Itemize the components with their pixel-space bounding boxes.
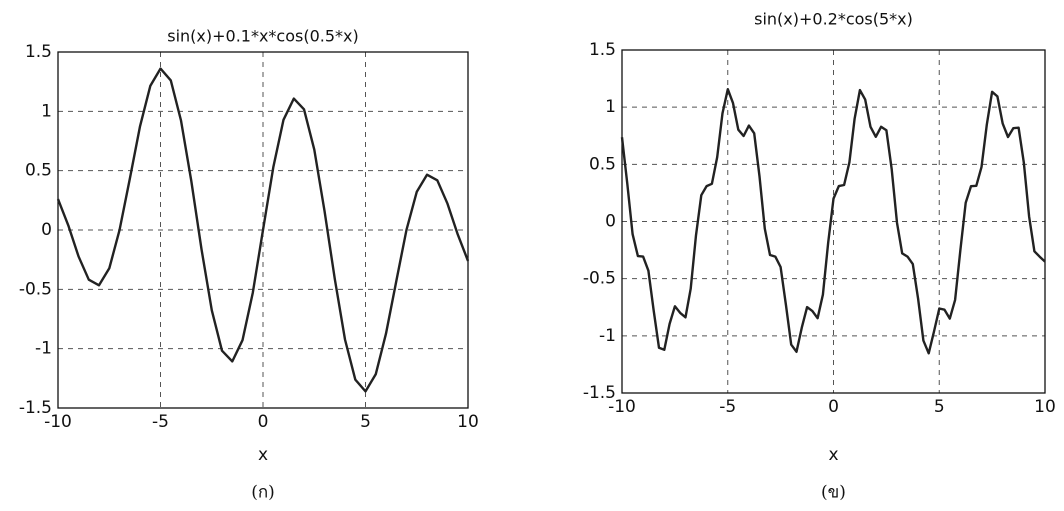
y-tick-label: -0.5: [19, 279, 52, 299]
figure: -1.5-1-0.500.511.5-10-50510sin(x)+0.1*x*…: [0, 0, 1064, 511]
x-tick-label: 5: [934, 397, 945, 417]
x-tick-label: -5: [152, 412, 169, 432]
chart-title: sin(x)+0.2*cos(5*x): [754, 10, 913, 29]
x-axis-label: x: [258, 445, 268, 465]
chart-title: sin(x)+0.1*x*cos(0.5*x): [167, 27, 359, 46]
x-tick-label: 10: [1034, 397, 1056, 417]
x-tick-label: 0: [828, 397, 839, 417]
y-tick-label: 1.5: [25, 42, 52, 62]
y-tick-label: 0: [605, 212, 616, 232]
x-tick-label: 10: [457, 412, 479, 432]
y-tick-label: 1.5: [589, 40, 616, 60]
x-tick-label: 5: [360, 412, 371, 432]
y-tick-label: 0: [41, 220, 52, 240]
x-tick-label: -10: [608, 397, 636, 417]
x-tick-label: -10: [44, 412, 72, 432]
y-tick-label: -1: [599, 326, 616, 346]
y-tick-label: -1: [35, 339, 52, 359]
y-tick-label: 1: [605, 97, 616, 117]
caption: (ข): [821, 483, 846, 503]
caption: (ก): [251, 483, 275, 503]
y-tick-label: 1: [41, 101, 52, 121]
y-tick-label: 0.5: [589, 154, 616, 174]
y-tick-label: 0.5: [25, 161, 52, 181]
x-tick-label: -5: [719, 397, 736, 417]
x-tick-label: 0: [258, 412, 269, 432]
x-axis-label: x: [828, 445, 838, 465]
y-tick-label: -0.5: [583, 269, 616, 289]
